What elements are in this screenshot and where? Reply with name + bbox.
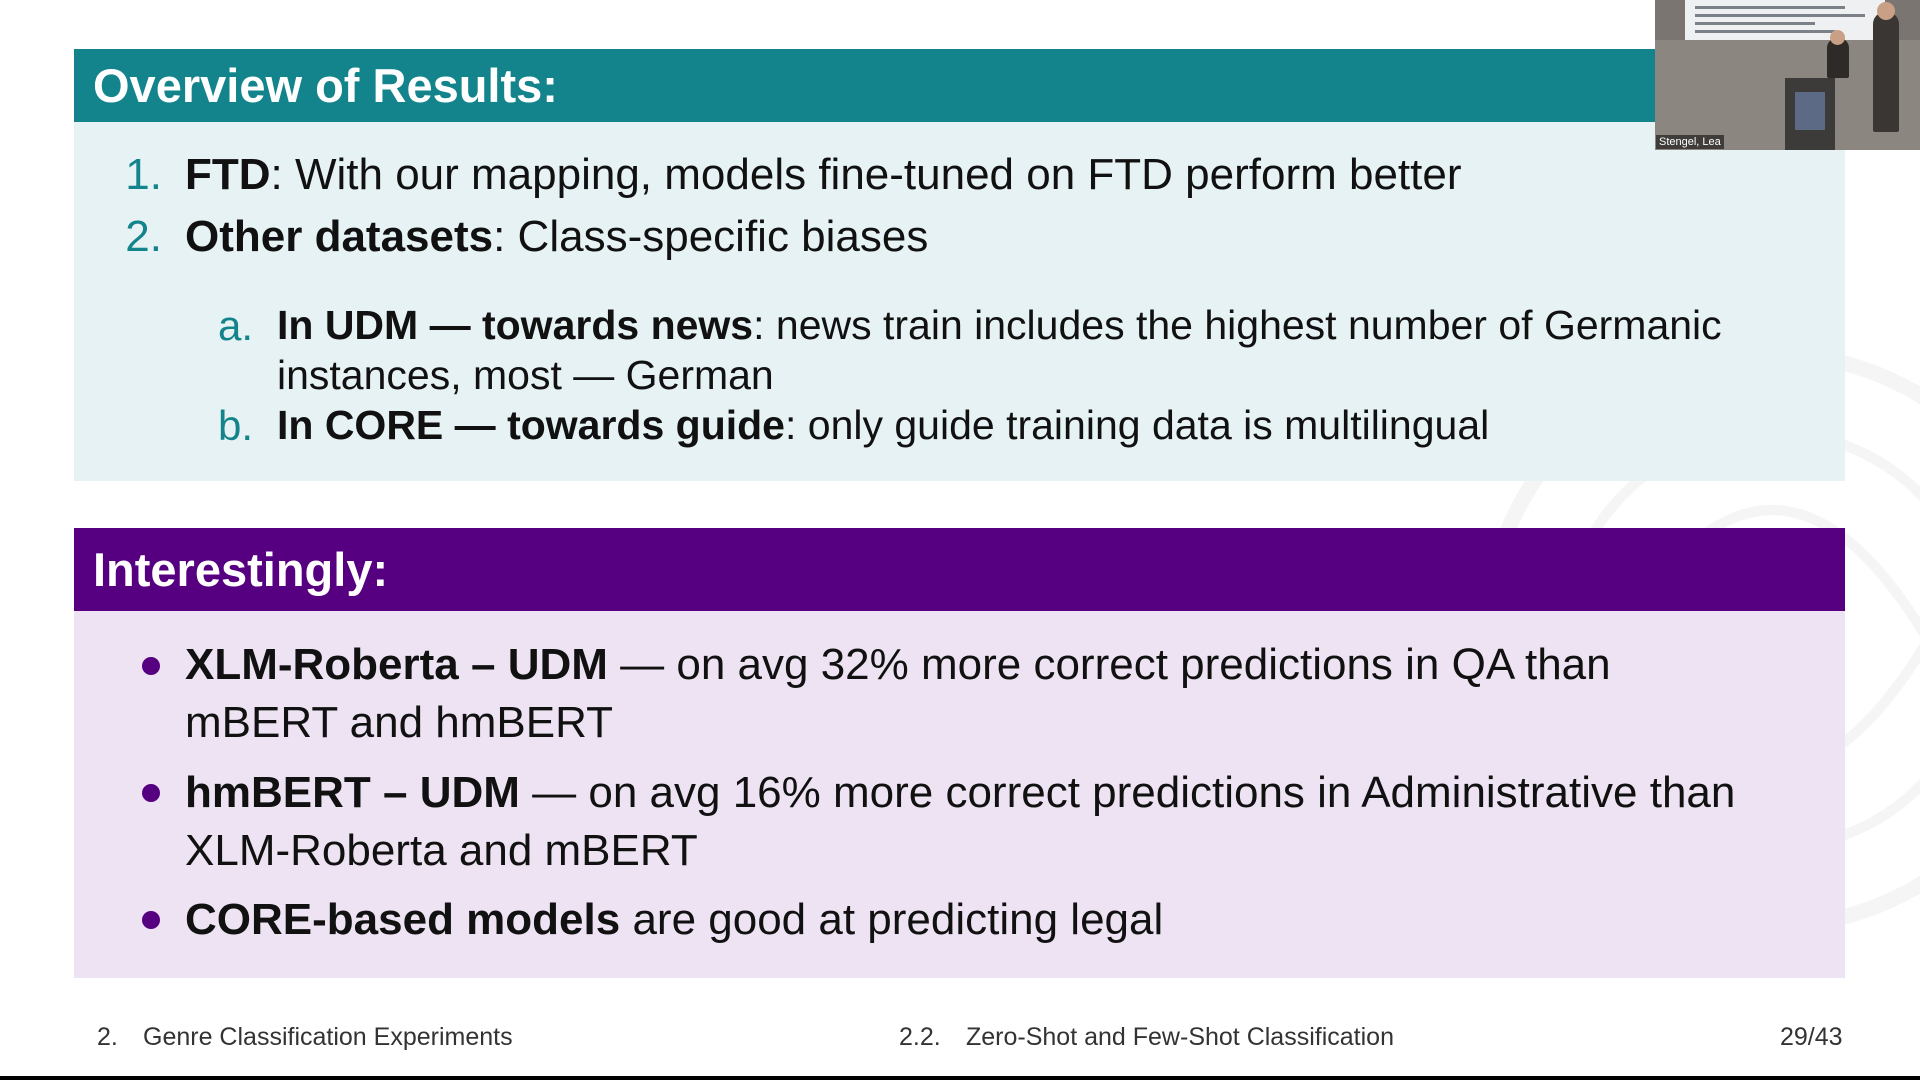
bullet-item-hmbert-continuation: XLM-Roberta and mBERT [185, 826, 698, 875]
bullet-item-text: — on avg 16% more correct predictions in… [519, 768, 1736, 817]
list-item-ftd: FTD: With our mapping, models fine-tuned… [185, 150, 1462, 200]
sublist-item-text: : news train includes the highest number… [753, 302, 1722, 348]
bullet-item-text: — on avg 32% more correct predictions in… [607, 640, 1611, 689]
bullet-item-bold: XLM-Roberta – UDM [185, 640, 608, 689]
webcam-video: Stengel, Lea [1655, 0, 1920, 150]
interesting-header: Interestingly: [74, 528, 1845, 611]
bullet-item-text: are good at predicting legal [620, 895, 1164, 944]
list-item-bold: Other datasets [185, 212, 494, 261]
bullet-item-bold: hmBERT – UDM [185, 768, 520, 817]
list-number-1: 1. [125, 150, 162, 199]
bullet-dot-icon [142, 911, 160, 929]
webcam-projector-screen [1685, 0, 1885, 40]
list-item-other-datasets: Other datasets: Class-specific biases [185, 212, 928, 262]
footer-subsection-number: 2.2. [899, 1023, 941, 1051]
webcam-presenter-head [1830, 30, 1845, 45]
sublist-item-core: In CORE — towards guide: only guide trai… [277, 402, 1489, 449]
footer-section-title: Genre Classification Experiments [143, 1023, 513, 1051]
list-item-text: : Class-specific biases [493, 212, 929, 261]
webcam-standing-person [1873, 12, 1899, 132]
bullet-item-hmbert: hmBERT – UDM — on avg 16% more correct p… [185, 768, 1735, 818]
sublist-letter-a: a. [217, 302, 253, 349]
bullet-item-xlm-roberta-continuation: mBERT and hmBERT [185, 698, 613, 747]
bullet-dot-icon [142, 784, 160, 802]
results-title: Overview of Results: [93, 59, 558, 112]
list-item-bold: FTD [185, 150, 271, 199]
bullet-item-core-models: CORE-based models are good at predicting… [185, 895, 1163, 945]
sublist-letter-b: b. [217, 402, 253, 449]
interesting-title: Interestingly: [93, 543, 389, 596]
footer-section-number: 2. [97, 1023, 118, 1051]
webcam-podium-logo-icon [1795, 92, 1825, 130]
webcam-speaker-name: Stengel, Lea [1656, 135, 1724, 149]
footer-subsection-title: Zero-Shot and Few-Shot Classification [966, 1023, 1394, 1051]
sublist-item-udm-continuation: instances, most — German [277, 352, 774, 398]
interesting-block: Interestingly: [74, 528, 1845, 978]
sublist-item-text: : only guide training data is multilingu… [784, 402, 1490, 448]
list-item-text: : With our mapping, models fine-tuned on… [270, 150, 1462, 199]
results-header: Overview of Results: [74, 49, 1845, 122]
sublist-item-bold: In CORE — towards guide [277, 402, 785, 448]
bullet-dot-icon [142, 657, 160, 675]
bullet-item-bold: CORE-based models [185, 895, 621, 944]
bullet-item-xlm-roberta: XLM-Roberta – UDM — on avg 32% more corr… [185, 640, 1611, 690]
sublist-item-bold: In UDM — towards news [277, 302, 754, 348]
results-block: Overview of Results: [74, 49, 1845, 481]
webcam-presenter [1827, 38, 1849, 78]
list-number-2: 2. [125, 212, 162, 261]
sublist-item-udm: In UDM — towards news: news train includ… [277, 302, 1722, 349]
webcam-standing-person-head [1877, 2, 1895, 20]
footer-page-number: 29/43 [1780, 1023, 1843, 1051]
